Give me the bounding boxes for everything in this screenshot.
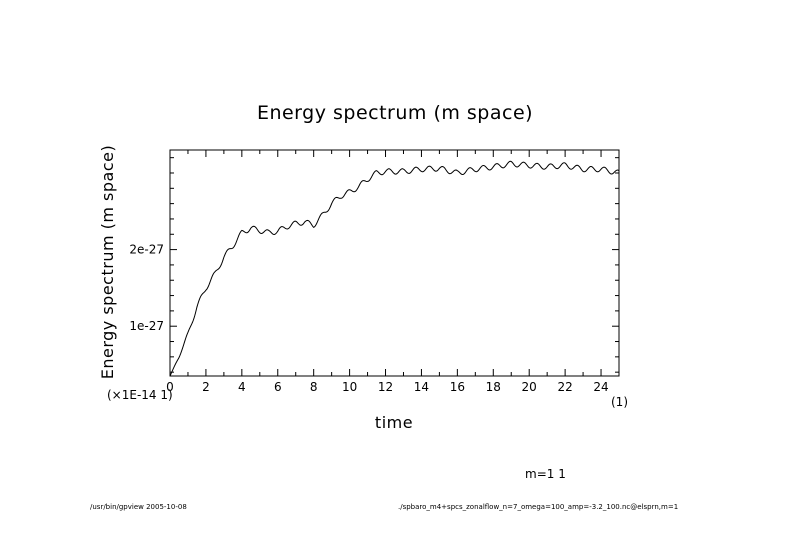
footer-left: /usr/bin/gpview 2005-10-08 [90, 503, 187, 511]
x-tick-label: 4 [238, 380, 246, 394]
footer-right: ./spbaro_m4+spcs_zonalflow_n=7_omega=100… [398, 503, 678, 511]
x-tick-label: 0 [166, 380, 174, 394]
x-tick-label: 2 [202, 380, 210, 394]
chart-title: Energy spectrum (m space) [257, 102, 533, 124]
x-tick-label: 14 [414, 380, 429, 394]
x-scale-note: (1) [611, 395, 628, 409]
x-axis-label: time [375, 413, 413, 432]
x-tick-label: 18 [486, 380, 501, 394]
x-tick-label: 20 [522, 380, 537, 394]
y-tick-label: 1e-27 [129, 319, 164, 333]
series-line-1 [169, 160, 620, 377]
plot-frame [169, 149, 620, 377]
x-tick-label: 6 [274, 380, 282, 394]
x-tick-label: 22 [557, 380, 572, 394]
y-axis-label: Energy spectrum (m space) [98, 145, 117, 380]
x-tick-label: 24 [593, 380, 608, 394]
x-tick-label: 16 [450, 380, 465, 394]
x-tick-label: 10 [342, 380, 357, 394]
y-scale-note: (×1E-14 1) [107, 388, 173, 402]
x-tick-label: 12 [378, 380, 393, 394]
legend-entry: m=1 1 [525, 467, 566, 481]
x-tick-label: 8 [310, 380, 318, 394]
y-tick-label: 2e-27 [129, 243, 164, 257]
